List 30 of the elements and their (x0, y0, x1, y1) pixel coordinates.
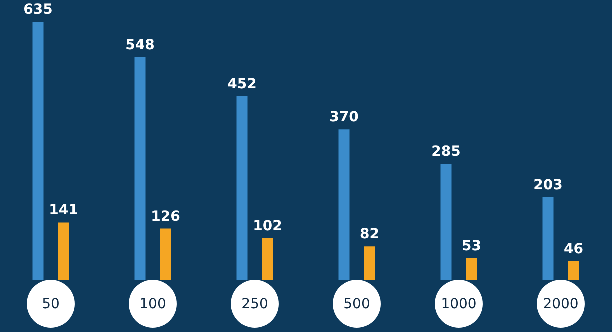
bar (134, 57, 146, 280)
data-label: 548 (126, 37, 155, 54)
x-tick-label: 500 (344, 296, 370, 312)
bar (58, 222, 70, 280)
data-label: 635 (24, 2, 53, 18)
bar (542, 198, 554, 280)
data-label: 102 (253, 218, 282, 235)
data-label: 141 (49, 202, 78, 219)
data-label: 285 (432, 144, 461, 160)
data-label: 53 (462, 238, 482, 254)
x-tick-label: 2000 (543, 296, 579, 312)
data-label: 126 (151, 208, 180, 225)
x-tick-label: 50 (42, 296, 60, 312)
bar (466, 258, 478, 280)
bar (568, 261, 580, 280)
bar (440, 164, 452, 280)
data-label: 452 (228, 76, 257, 92)
bar (236, 96, 248, 280)
data-label: 82 (360, 226, 380, 243)
x-tick-label: 1000 (441, 296, 477, 312)
bar (338, 130, 350, 280)
x-tick-label: 250 (242, 296, 268, 312)
bar (262, 238, 274, 280)
bar (364, 246, 376, 280)
data-label: 370 (330, 110, 360, 126)
data-label: 203 (534, 178, 563, 194)
bar (160, 228, 172, 280)
data-label: 46 (564, 241, 584, 258)
bar (32, 22, 44, 280)
x-tick-label: 100 (140, 296, 166, 312)
